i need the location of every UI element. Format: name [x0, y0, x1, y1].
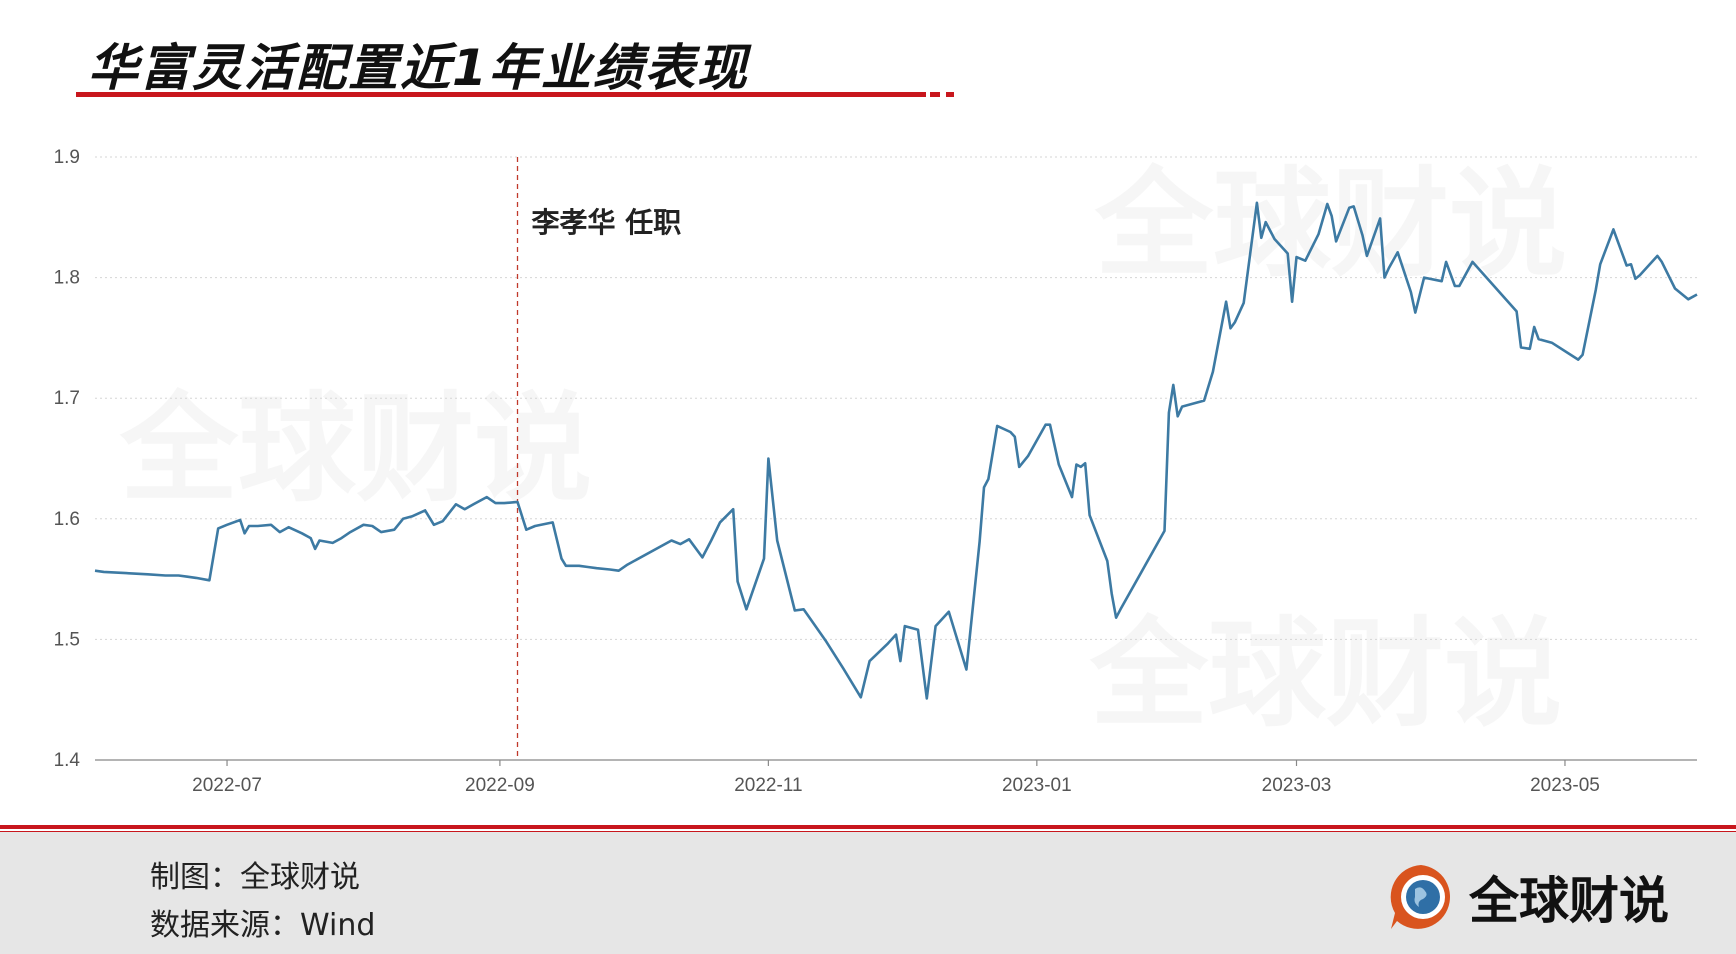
y-tick-label: 1.6	[54, 509, 80, 530]
footer-divider	[0, 825, 1736, 829]
y-axis: 1.4 1.5 1.6 1.7 1.8 1.9	[54, 147, 81, 771]
x-tick-label: 2022-07	[192, 775, 262, 796]
chart-credit: 制图：全球财说	[150, 860, 360, 895]
annotation-layer: 李孝华 任职	[516, 157, 682, 760]
brand-name: 全球财说	[1469, 872, 1669, 930]
x-tick-label: 2023-01	[1002, 775, 1072, 796]
title-underline	[76, 92, 926, 97]
x-axis: 2022-07 2022-09 2022-11 2023-01 2023-03 2023-…	[95, 759, 1697, 796]
annotation-label: 李孝华 任职	[532, 206, 682, 239]
y-tick-label: 1.9	[54, 147, 80, 168]
data-source: 数据来源：Wind	[150, 908, 376, 943]
y-tick-label: 1.8	[54, 268, 80, 289]
x-tick-label: 2023-05	[1530, 775, 1600, 796]
x-tick-label: 2022-11	[734, 775, 802, 796]
y-tick-label: 1.4	[54, 750, 81, 771]
footer-divider-thin	[0, 831, 1736, 832]
brand-logo-icon	[1390, 865, 1451, 929]
y-tick-label: 1.5	[54, 629, 80, 650]
x-tick-label: 2022-09	[465, 775, 535, 796]
watermark-text: 全球财说	[119, 380, 592, 518]
brand: 全球财说	[1385, 862, 1669, 932]
watermark-text: 全球财说	[1094, 155, 1567, 293]
y-tick-label: 1.7	[54, 388, 80, 409]
watermark-text: 全球财说	[1089, 605, 1562, 743]
title-underline-dash	[930, 92, 940, 97]
page-title: 华富灵活配置近1年业绩表现	[88, 39, 749, 97]
series-line	[94, 201, 1698, 700]
series-layer	[94, 201, 1698, 700]
x-tick-label: 2023-03	[1262, 775, 1332, 796]
title-underline-dash	[946, 92, 954, 97]
